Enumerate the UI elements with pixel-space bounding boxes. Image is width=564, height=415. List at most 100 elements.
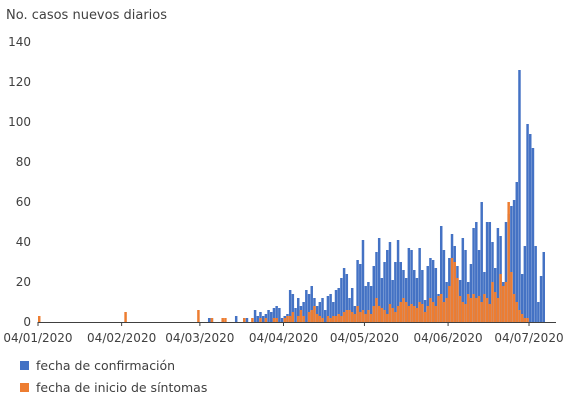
confirmation-bar [477, 250, 481, 322]
confirmation-bar [361, 240, 365, 322]
onset-bar [453, 262, 456, 322]
onset-bar [367, 310, 370, 322]
x-tick-label: 04/06/2020 [413, 331, 482, 345]
onset-bar [469, 298, 473, 322]
confirmation-bar [375, 252, 378, 322]
confirmation-bar [421, 270, 424, 322]
confirmation-bar [377, 238, 381, 322]
onset-bar [402, 298, 405, 322]
onset-bar [361, 310, 365, 322]
onset-bar [275, 318, 278, 322]
confirmation-bar [270, 312, 273, 322]
confirmation-bar [342, 268, 346, 322]
confirmation-bar [423, 300, 427, 322]
confirmation-bar [380, 278, 384, 322]
onset-bar [464, 304, 467, 322]
x-tick-labels: 04/01/2020 04/02/2020 04/03/2020 04/04/2020… [3, 322, 564, 345]
confirmation-bar [402, 270, 405, 322]
confirmation-bar [278, 308, 281, 322]
confirmation-bar [442, 250, 446, 322]
onset-bar [421, 304, 424, 322]
confirmation-bar [294, 308, 297, 322]
onset-bar [364, 314, 367, 322]
confirmation-bar [367, 282, 370, 322]
onset-bar [337, 314, 340, 322]
onset-bar [404, 302, 408, 322]
onset-bar [413, 306, 416, 322]
onset-bar [504, 282, 508, 322]
confirmation-bar [334, 290, 338, 322]
onset-bar [461, 302, 465, 322]
onset-bar [442, 302, 446, 322]
onset-bar [426, 306, 429, 322]
confirmation-bar [261, 316, 265, 322]
onset-bar [342, 312, 346, 322]
onset-bar [415, 308, 419, 322]
onset-bar [429, 298, 432, 322]
onset-bar [485, 298, 489, 322]
onset-bar [523, 318, 527, 322]
confirmation-bar [253, 310, 257, 322]
onset-bar [297, 316, 300, 322]
confirmation-bar [359, 264, 362, 322]
confirmation-bar [515, 182, 519, 322]
confirmation-bar [434, 268, 438, 322]
confirmation-bar [475, 222, 478, 322]
onset-bar [423, 312, 427, 322]
confirmation-bar [469, 264, 473, 322]
onset-bar [391, 308, 394, 322]
confirmation-bar [291, 294, 295, 322]
confirmation-bar [386, 250, 389, 322]
onset-bar [329, 318, 332, 322]
onset-bar [221, 318, 224, 322]
onset-bar [313, 306, 316, 322]
y-tick-labels: 0 20 40 60 80 100 120 140 [8, 35, 31, 329]
legend-label-onset: fecha de inicio de síntomas [36, 380, 208, 395]
onset-bar [383, 310, 386, 322]
y-tick-label: 40 [16, 235, 31, 249]
onset-bar [477, 296, 481, 322]
x-tick-label: 04/07/2020 [494, 331, 563, 345]
onset-bar [243, 318, 246, 322]
x-tick-label: 04/03/2020 [165, 331, 234, 345]
onset-bar [197, 310, 200, 322]
onset-bar [332, 316, 335, 322]
confirmation-bar [321, 298, 324, 322]
confirmation-bar [542, 252, 545, 322]
x-tick-label: 04/05/2020 [330, 331, 399, 345]
onset-bar [434, 306, 438, 322]
onset-bar [283, 318, 286, 322]
onset-bar [488, 304, 492, 322]
onset-bar [302, 316, 305, 322]
onset-bar [272, 318, 276, 322]
y-tick-label: 60 [16, 195, 31, 209]
confirmation-bar [302, 302, 305, 322]
onset-bar [450, 258, 454, 322]
onset-bar [418, 302, 421, 322]
onset-bar [431, 302, 435, 322]
onset-bar [38, 316, 41, 322]
onset-bar [445, 298, 448, 322]
onset-bar [334, 316, 338, 322]
confirmation-bar [534, 246, 537, 322]
confirmation-bar [426, 266, 429, 322]
y-tick-label: 120 [8, 75, 31, 89]
confirmation-bar [288, 290, 292, 322]
confirmation-bar [488, 222, 492, 322]
onset-bar [499, 274, 502, 322]
onset-bar [502, 286, 505, 322]
confirmation-bar [485, 222, 489, 322]
confirmation-bar [410, 250, 413, 322]
confirmation-bar [520, 274, 524, 322]
y-tick-label: 80 [16, 155, 31, 169]
confirmation-bar [234, 316, 238, 322]
onset-bar [345, 310, 349, 322]
confirmation-bar [394, 262, 397, 322]
confirmation-bar [415, 278, 419, 322]
confirmation-bar [318, 302, 322, 322]
onset-bar [318, 316, 322, 322]
confirmation-bar [531, 148, 535, 322]
onset-bar [448, 286, 451, 322]
confirmation-bar [329, 294, 332, 322]
